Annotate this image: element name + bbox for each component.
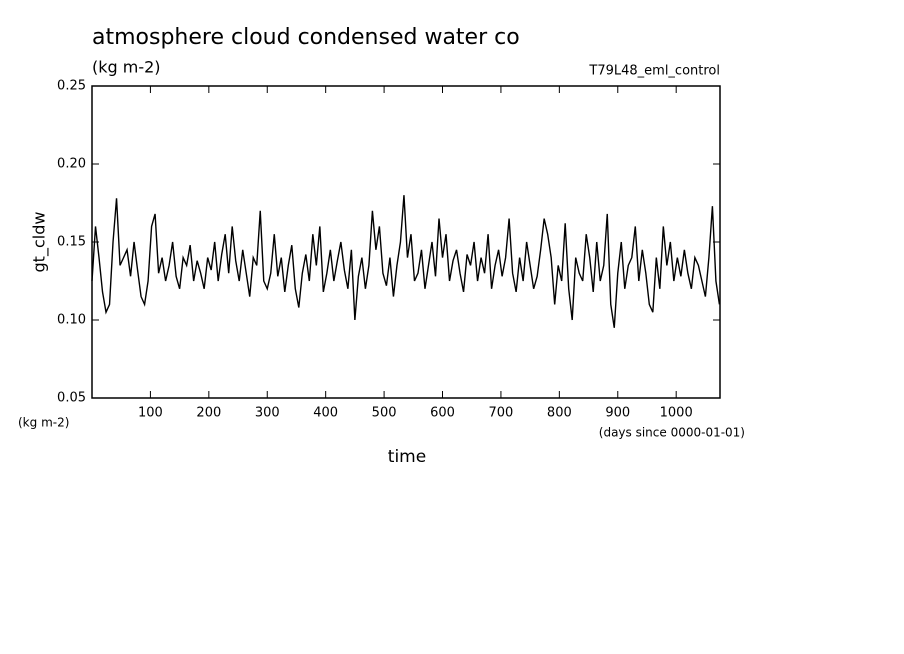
chart-title: atmosphere cloud condensed water co bbox=[92, 25, 520, 50]
x-tick-label: 200 bbox=[196, 406, 221, 421]
x-unit: (days since 0000-01-01) bbox=[599, 426, 745, 440]
y-tick-label: 0.25 bbox=[57, 79, 86, 94]
x-tick-label: 400 bbox=[313, 406, 338, 421]
y-axis-label: gt_cldw bbox=[30, 212, 50, 273]
x-tick-label: 300 bbox=[255, 406, 280, 421]
run-label: T79L48_eml_control bbox=[588, 64, 720, 79]
y-tick-label: 0.05 bbox=[57, 391, 86, 406]
x-tick-label: 500 bbox=[372, 406, 397, 421]
x-tick-label: 800 bbox=[547, 406, 572, 421]
y-tick-label: 0.20 bbox=[57, 157, 86, 172]
y-unit: (kg m-2) bbox=[18, 416, 69, 430]
y-tick-label: 0.10 bbox=[57, 313, 86, 328]
x-tick-label: 600 bbox=[430, 406, 455, 421]
x-tick-label: 700 bbox=[489, 406, 514, 421]
y-tick-label: 0.15 bbox=[57, 235, 86, 250]
chart-subtitle: (kg m-2) bbox=[92, 58, 161, 77]
data-line bbox=[91, 195, 721, 328]
x-tick-label: 900 bbox=[605, 406, 630, 421]
x-tick-label: 1000 bbox=[660, 406, 693, 421]
x-axis-label: time bbox=[388, 447, 426, 467]
x-tick-label: 100 bbox=[138, 406, 163, 421]
